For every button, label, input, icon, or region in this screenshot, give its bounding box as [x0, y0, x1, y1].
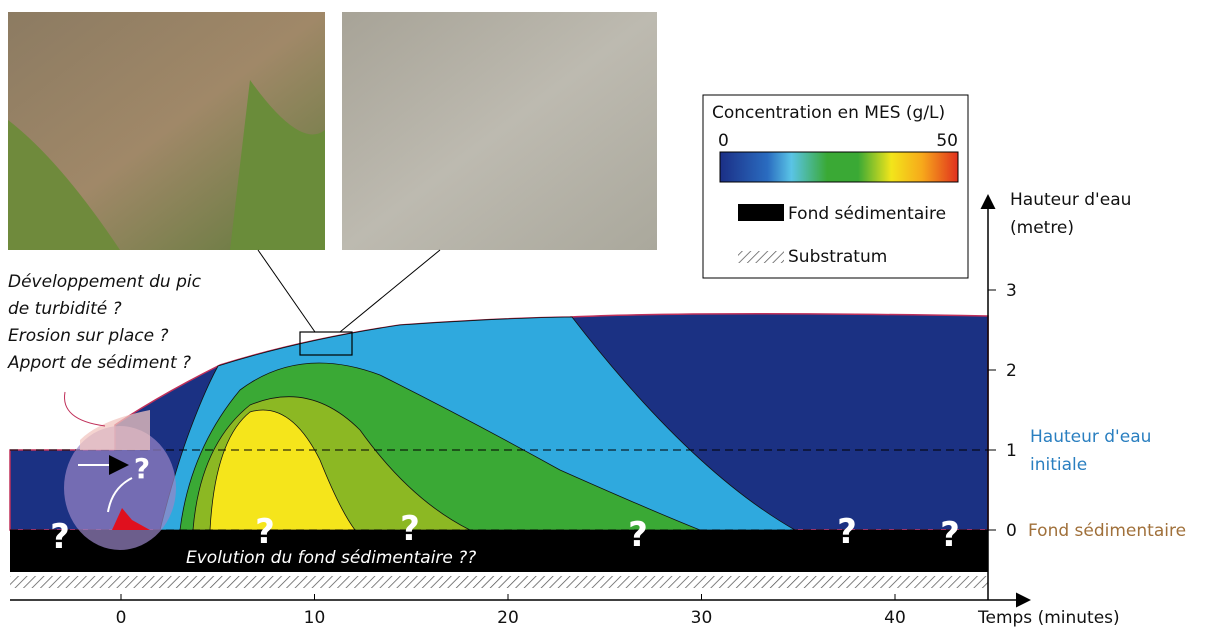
x-tick-label: 40 [884, 608, 906, 628]
photo [342, 12, 657, 250]
legend-swatch [738, 204, 784, 221]
question-mark: ? [940, 515, 960, 555]
zoom-line [257, 249, 316, 333]
question-mark: ? [837, 512, 857, 552]
concentration-zone [209, 409, 356, 531]
question-mark: ? [400, 509, 420, 549]
grass [230, 80, 325, 250]
legend-item: Fond sédimentaire [788, 204, 946, 224]
x-tick-label: 20 [497, 608, 519, 628]
y-axis-label: Hauteur d'eau [1010, 190, 1131, 210]
legend [702, 94, 969, 279]
y-ticks: 0 1 2 3 [988, 281, 1017, 541]
arrow [107, 477, 133, 513]
grass [8, 120, 120, 250]
y-tick-label: 3 [1006, 281, 1017, 301]
question-mark: ? [628, 515, 648, 555]
x-ticks: 0 10 20 30 40 [116, 594, 906, 628]
bed-note: Evolution du fond sédimentaire ?? [186, 548, 476, 568]
zoom-line [339, 249, 441, 333]
level-label: Fond sédimentaire [1028, 521, 1186, 541]
x-axis-label: Temps (minutes) [977, 608, 1120, 628]
question-text: de turbidité ? [8, 299, 122, 319]
question-text: Développement du pic [8, 272, 202, 292]
question-mark: ? [50, 517, 70, 557]
y-tick-label: 1 [1006, 441, 1017, 461]
level-label: initiale [1030, 455, 1087, 475]
scale-max: 50 [936, 131, 958, 151]
question-mark: ? [255, 512, 275, 552]
question-mark: ? [134, 452, 150, 485]
y-tick-label: 2 [1006, 361, 1017, 381]
focus-overlay [80, 410, 150, 450]
zoom-box [299, 331, 353, 356]
colorbar [719, 151, 959, 183]
y-axis-label: (metre) [1010, 218, 1074, 238]
x-tick-label: 30 [691, 608, 713, 628]
legend-title: Concentration en MES (g/L) [712, 103, 945, 123]
x-tick-label: 0 [116, 608, 127, 628]
question-text: Apport de sédiment ? [7, 353, 191, 373]
scale-min: 0 [718, 131, 729, 151]
sediment-bed [10, 530, 988, 572]
y-tick-label: 0 [1006, 521, 1017, 541]
substratum [10, 576, 988, 588]
legend-swatch [738, 251, 784, 263]
x-tick-label: 10 [304, 608, 326, 628]
level-label: Hauteur d'eau [1030, 427, 1151, 447]
legend-item: Substratum [788, 247, 887, 267]
question-text: Erosion sur place ? [8, 326, 168, 346]
sediment-peak [112, 508, 150, 530]
leader-line [64, 391, 106, 427]
